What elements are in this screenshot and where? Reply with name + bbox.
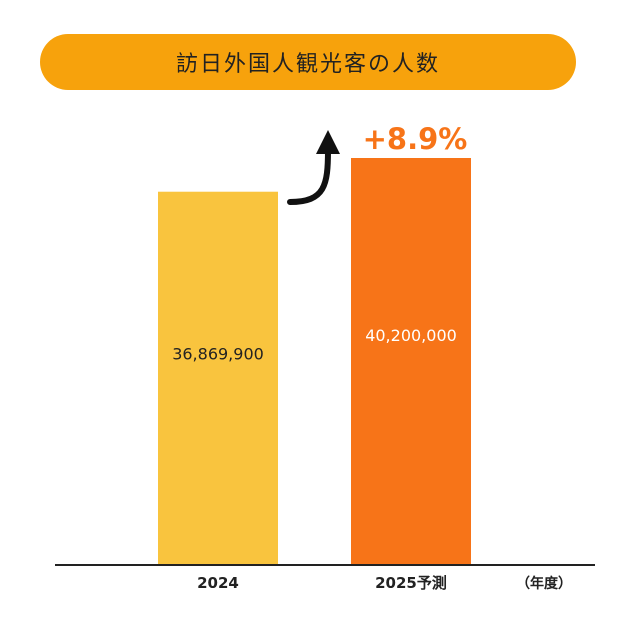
chart-title-banner: 訪日外国人観光客の人数 (40, 34, 576, 90)
year-unit-label: （年度） (516, 576, 572, 592)
category-label-1: 2025予測 (375, 574, 447, 592)
growth-arrow-icon (287, 147, 331, 205)
bar-0 (158, 191, 278, 565)
bar-value-label-1: 40,200,000 (365, 326, 457, 345)
growth-label: +8.9% (363, 122, 468, 156)
growth-arrow-head-icon (316, 130, 340, 154)
chart-title: 訪日外国人観光客の人数 (175, 52, 440, 77)
category-label-0: 2024 (197, 574, 239, 592)
bar-value-label-0: 36,869,900 (172, 345, 264, 364)
bar-1 (351, 158, 471, 565)
